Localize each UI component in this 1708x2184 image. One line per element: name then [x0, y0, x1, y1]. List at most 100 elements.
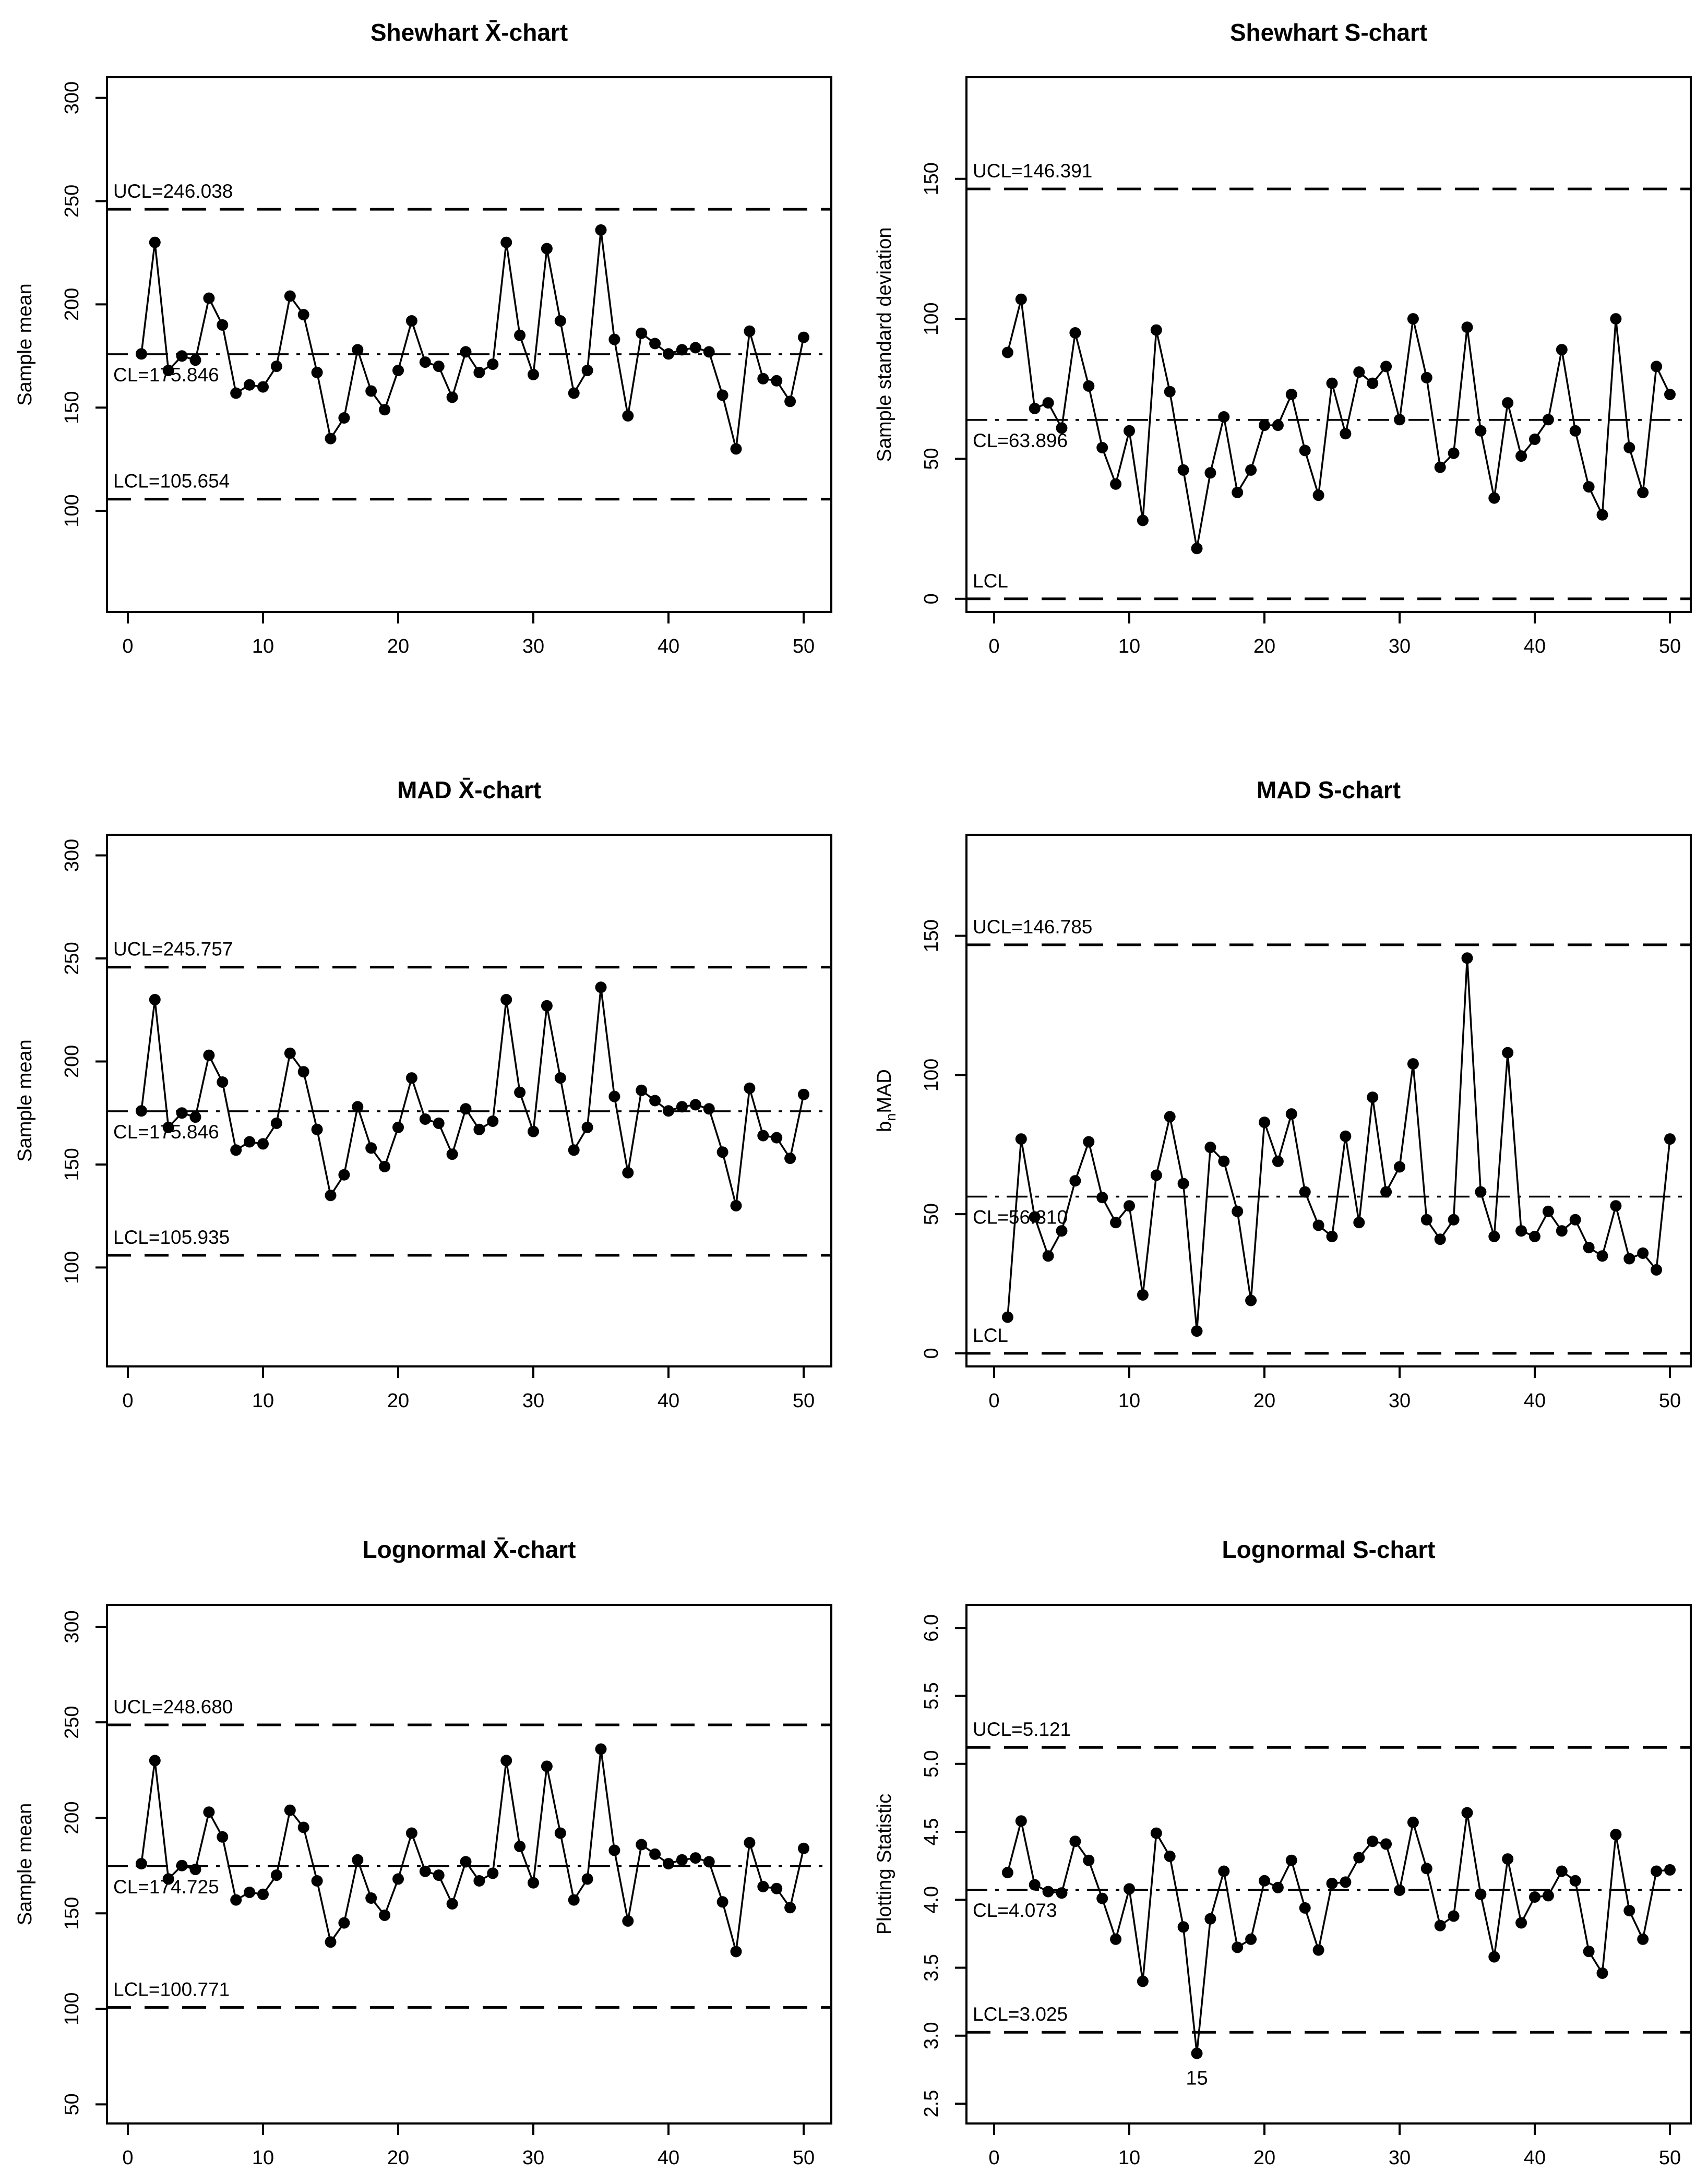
cl-line-label: CL=4.073	[973, 1900, 1057, 1921]
data-point	[1029, 1211, 1041, 1223]
chart-mad-s-svg: MAD S-chart 0 50 100 150 0 10 20 30 40 50 bnMAD UCL=…	[874, 776, 1692, 1412]
data-point	[1461, 321, 1473, 333]
data-point	[433, 1869, 445, 1881]
data-point	[581, 365, 593, 376]
data-point	[189, 1864, 201, 1876]
data-point	[284, 290, 296, 302]
data-point	[1110, 1933, 1122, 1945]
plot-box	[106, 1604, 832, 2125]
data-point	[176, 350, 188, 362]
data-point	[419, 1865, 431, 1877]
data-series-line	[140, 987, 805, 1206]
data-series-line	[1007, 1813, 1670, 2054]
data-point	[703, 346, 715, 358]
y-tick-label: 4.0	[921, 1886, 942, 1914]
data-point	[649, 1095, 661, 1107]
data-point	[663, 1858, 674, 1870]
data-point	[203, 292, 215, 304]
data-point	[1042, 1250, 1054, 1262]
data-point	[176, 1859, 188, 1871]
data-point	[1150, 324, 1162, 336]
ucl-line-label: UCL=146.391	[973, 160, 1092, 182]
data-point	[1259, 1875, 1270, 1887]
data-point	[1150, 1827, 1162, 1839]
data-point	[230, 387, 242, 399]
data-point	[419, 356, 431, 368]
lcl-line-label: LCL=3.025	[973, 2003, 1068, 2025]
data-point	[352, 1101, 364, 1113]
data-point	[1515, 1917, 1527, 1929]
data-point	[270, 361, 282, 373]
data-point	[1042, 1886, 1054, 1898]
data-point	[595, 224, 607, 236]
data-point	[500, 1755, 512, 1767]
x-tick-label: 10	[252, 2147, 274, 2169]
y-tick-label: 4.5	[921, 1818, 942, 1846]
data-point	[1542, 1205, 1554, 1217]
data-point	[365, 385, 377, 397]
data-point	[325, 433, 337, 445]
lcl-line-label: LCL=100.771	[113, 1979, 230, 2000]
data-point	[203, 1806, 215, 1818]
data-point	[284, 1804, 296, 1816]
data-point	[581, 1121, 593, 1133]
data-point	[784, 395, 796, 407]
data-point	[311, 1875, 323, 1887]
data-point	[744, 325, 756, 337]
data-point	[1204, 1142, 1216, 1154]
data-point	[392, 1121, 404, 1133]
x-tick-label: 40	[1524, 2147, 1546, 2169]
chart-mad-xbar: MAD X̄-chart 100 150 200 250 300 0 10 20 30 40 50 Sa…	[0, 728, 854, 1456]
data-point	[1596, 509, 1608, 521]
data-point	[284, 1047, 296, 1059]
data-point	[1569, 1875, 1581, 1887]
chart-shewhart-xbar: Shewhart X̄-chart 100 150 200 250 300 0 10 20 30 4…	[0, 0, 854, 728]
data-point	[744, 1082, 756, 1094]
data-point	[1056, 422, 1068, 434]
y-tick-label: 300	[61, 1610, 83, 1643]
data-point	[1542, 1890, 1554, 1902]
data-point	[581, 1873, 593, 1885]
chart-title: MAD X̄-chart	[397, 776, 541, 803]
ucl-line-label: UCL=5.121	[973, 1719, 1071, 1740]
y-tick-label: 5.5	[921, 1682, 942, 1710]
data-point	[1407, 1058, 1419, 1070]
data-point	[1312, 1944, 1324, 1956]
data-point	[771, 1132, 783, 1144]
data-point	[1420, 1863, 1432, 1875]
data-point	[1124, 1200, 1135, 1212]
lcl-line-label: LCL=105.935	[113, 1227, 230, 1248]
lcl-line-label: LCL	[973, 570, 1008, 592]
y-tick-label: 3.5	[921, 1954, 942, 1982]
data-point	[676, 1101, 688, 1113]
data-point	[297, 309, 309, 321]
data-point	[446, 391, 458, 403]
data-point	[1556, 1865, 1568, 1877]
data-point	[176, 1107, 188, 1119]
data-point	[798, 1088, 809, 1100]
y-tick-label: 50	[61, 2093, 83, 2115]
data-point	[338, 1169, 350, 1181]
x-tick-label: 20	[1253, 1390, 1275, 1412]
lcl-line-label: LCL	[973, 1325, 1008, 1346]
data-point	[1015, 1133, 1027, 1145]
data-point	[379, 1909, 391, 1921]
data-point	[217, 1831, 229, 1843]
data-point	[135, 348, 147, 360]
data-point	[1326, 1230, 1338, 1242]
data-point	[784, 1902, 796, 1914]
data-point	[1367, 1835, 1379, 1847]
y-tick-label: 300	[61, 839, 83, 872]
data-point	[379, 1160, 391, 1172]
chart-lognormal-s-svg: Lognormal S-chart 2.5 3.0 3.5 4.0 4.5 5.0 5.5 6.…	[874, 1536, 1692, 2169]
data-point	[1340, 428, 1352, 440]
x-tick-label: 0	[122, 635, 133, 657]
data-point	[1069, 1175, 1081, 1187]
data-point	[1651, 1264, 1663, 1276]
data-series-line	[140, 230, 805, 449]
data-point	[1191, 543, 1203, 555]
data-point	[689, 342, 701, 354]
data-point	[1394, 414, 1405, 426]
chart-shewhart-s: Shewhart S-chart 0 50 100 150 0 10 20 30 40 50 Samp…	[854, 0, 1708, 728]
chart-mad-xbar-svg: MAD X̄-chart 100 150 200 250 300 0 10 20 30 40 50 Sa…	[14, 776, 832, 1412]
